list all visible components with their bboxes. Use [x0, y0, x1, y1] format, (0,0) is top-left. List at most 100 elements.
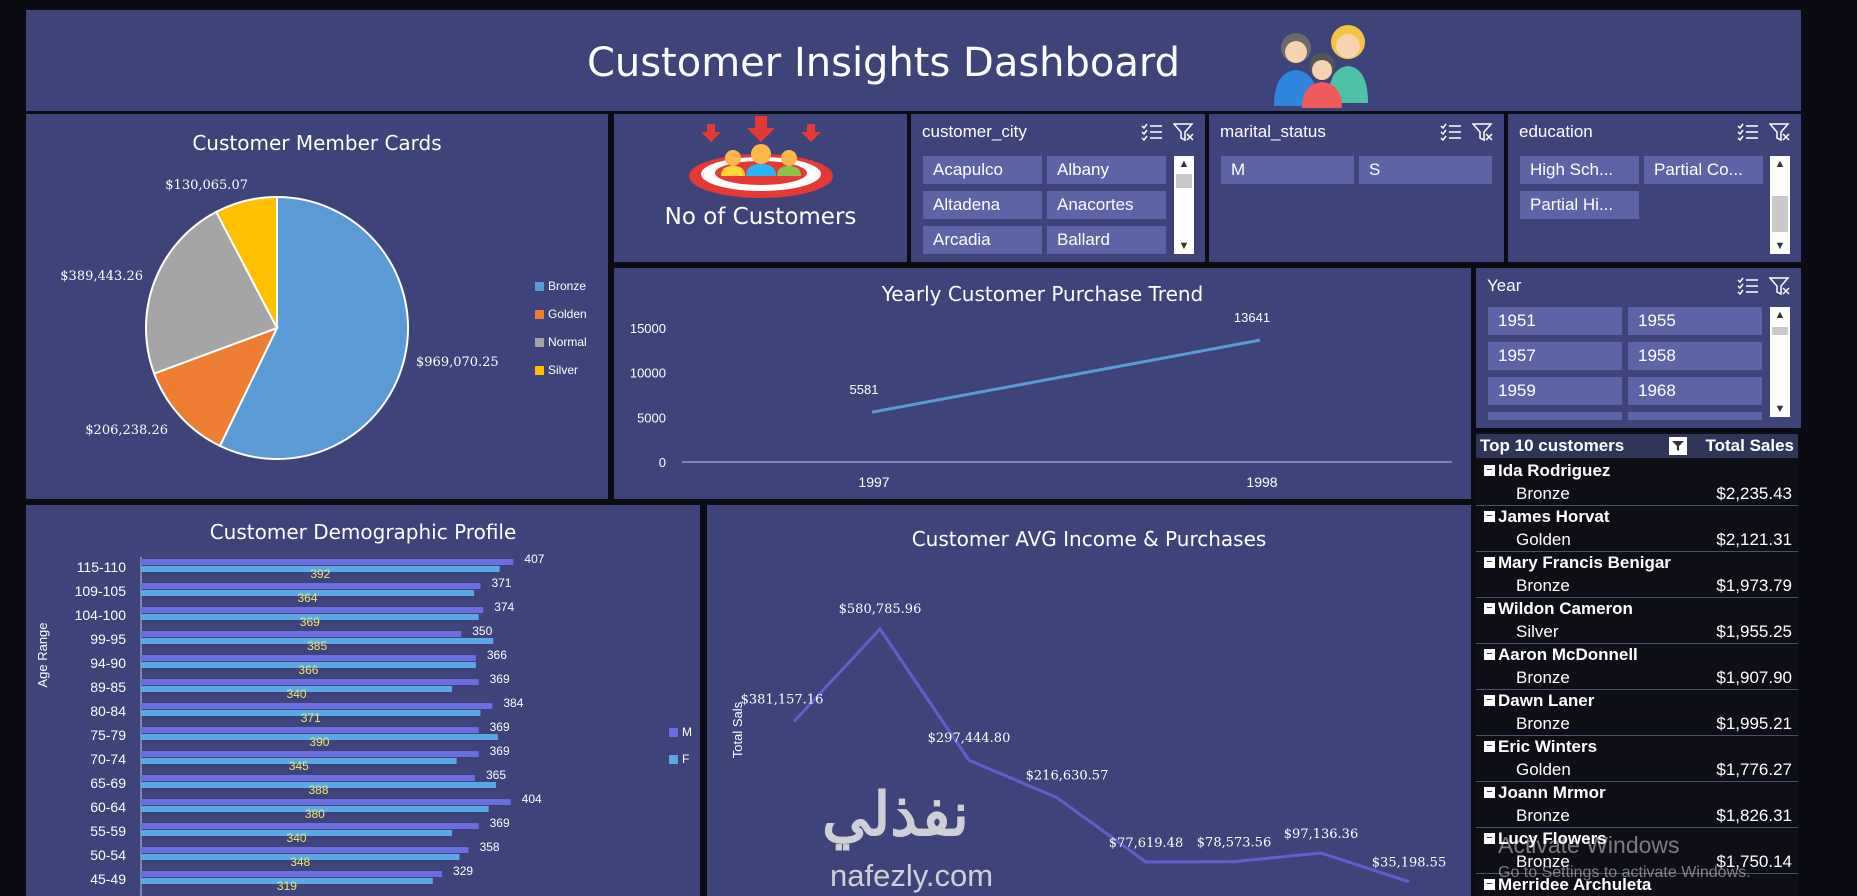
- demo-value-m: 358: [480, 840, 500, 854]
- row-divider: [1476, 597, 1798, 598]
- slicer-customer-city: customer_city Acapulco Albany Altadena A…: [911, 114, 1205, 262]
- slicer-item-anacortes[interactable]: Anacortes: [1047, 191, 1166, 219]
- top10-customer-name: James Horvat: [1498, 507, 1610, 526]
- filter-icon[interactable]: [1669, 437, 1687, 455]
- top10-customer-name: Joann Mrmor: [1498, 783, 1606, 802]
- collapse-icon[interactable]: −: [1484, 879, 1495, 890]
- multi-select-icon[interactable]: [1440, 122, 1462, 142]
- top10-card-row: Bronze $2,235.43: [1476, 483, 1798, 506]
- activate-windows-title: Activate Windows: [1498, 832, 1680, 858]
- income-point-label: $35,198.55: [1372, 856, 1446, 871]
- slicer-item-arcadia[interactable]: Arcadia: [923, 226, 1042, 254]
- slicer-item-1968[interactable]: 1968: [1628, 377, 1762, 405]
- slicer-item-1957[interactable]: 1957: [1488, 342, 1622, 370]
- collapse-icon[interactable]: −: [1484, 557, 1495, 568]
- demo-bar-f: [141, 806, 489, 812]
- demo-bar-f: [141, 662, 476, 668]
- top10-customer-row[interactable]: − Aaron McDonnell: [1476, 644, 1798, 667]
- slicer-city-scrollbar[interactable]: ▲ ▼: [1174, 156, 1194, 254]
- multi-select-icon[interactable]: [1141, 122, 1163, 142]
- slicer-item-m[interactable]: M: [1221, 156, 1354, 184]
- slicer-year-scrollbar[interactable]: ▲ ▼: [1770, 307, 1790, 417]
- customer-target-icon: [689, 116, 833, 198]
- slicer-year: Year 1951 1955 1957 1958 1959 1968 ▲ ▼: [1476, 268, 1801, 428]
- top10-customer-name: Dawn Laner: [1498, 691, 1595, 710]
- top10-customers-table: Top 10 customers Total Sales − Ida Rodrig…: [1476, 432, 1798, 896]
- slicer-item-1951[interactable]: 1951: [1488, 307, 1622, 335]
- multi-select-icon[interactable]: [1737, 122, 1759, 142]
- demo-bar-f: [141, 758, 457, 764]
- row-divider: [1476, 689, 1798, 690]
- slicer-item-partial[interactable]: [1488, 412, 1622, 420]
- top10-card-type: Bronze: [1516, 806, 1570, 825]
- collapse-icon[interactable]: −: [1484, 603, 1495, 614]
- collapse-icon[interactable]: −: [1484, 649, 1495, 660]
- demo-bar-m: [141, 607, 484, 613]
- slicer-item-partial[interactable]: [1628, 412, 1762, 420]
- slicer-item-partial-high-school[interactable]: Partial Hi...: [1520, 191, 1639, 219]
- row-divider: [1476, 827, 1798, 828]
- slicer-item-ballard[interactable]: Ballard: [1047, 226, 1166, 254]
- demo-value-m: 407: [524, 552, 544, 566]
- top10-header-right: Total Sales: [1705, 436, 1795, 455]
- top10-customer-row[interactable]: − Lucy Flowers: [1476, 828, 1798, 851]
- pie-label-bronze: $969,070.25: [416, 355, 499, 370]
- collapse-icon[interactable]: −: [1484, 465, 1495, 476]
- top10-customer-row[interactable]: − Mary Francis Benigar: [1476, 552, 1798, 575]
- collapse-icon[interactable]: −: [1484, 741, 1495, 752]
- top10-customer-row[interactable]: − James Horvat: [1476, 506, 1798, 529]
- top10-customer-name: Merridee Archuleta: [1498, 875, 1652, 894]
- top10-sales-value: $1,973.79: [1716, 576, 1792, 595]
- collapse-icon[interactable]: −: [1484, 511, 1495, 522]
- top10-customer-row[interactable]: − Ida Rodriguez: [1476, 460, 1798, 483]
- top10-customer-row[interactable]: − Eric Winters: [1476, 736, 1798, 759]
- demo-value-f: 340: [287, 687, 307, 701]
- collapse-icon[interactable]: −: [1484, 695, 1495, 706]
- slicer-item-albany[interactable]: Albany: [1047, 156, 1166, 184]
- slicer-item-1955[interactable]: 1955: [1628, 307, 1762, 335]
- demo-value-f: 369: [300, 615, 320, 629]
- top10-customer-row[interactable]: − Joann Mrmor: [1476, 782, 1798, 805]
- slicer-education-scrollbar[interactable]: ▲ ▼: [1770, 156, 1790, 254]
- trend-y-tick: 0: [659, 455, 666, 470]
- demo-bar-m: [141, 751, 479, 757]
- top10-header: Top 10 customers Total Sales: [1476, 434, 1798, 458]
- slicer-item-1958[interactable]: 1958: [1628, 342, 1762, 370]
- pie-label-normal: $389,443.26: [60, 269, 143, 284]
- pie-slice-normal: [145, 210, 279, 375]
- slicer-item-partial-college[interactable]: Partial Co...: [1644, 156, 1763, 184]
- row-divider: [1476, 643, 1798, 644]
- demo-value-f: 380: [305, 807, 325, 821]
- demo-bar-f: [141, 566, 500, 572]
- demo-value-f: 319: [277, 879, 297, 893]
- clear-filter-icon[interactable]: [1472, 122, 1494, 142]
- top10-customer-row[interactable]: − Wildon Cameron: [1476, 598, 1798, 621]
- demo-value-m: 374: [494, 600, 514, 614]
- top10-card-type: Golden: [1516, 760, 1571, 779]
- income-point-label: $381,157.16: [741, 692, 824, 707]
- demo-value-m: 365: [486, 768, 506, 782]
- demo-value-f: 348: [290, 855, 310, 869]
- clear-filter-icon[interactable]: [1173, 122, 1195, 142]
- multi-select-icon[interactable]: [1737, 276, 1759, 296]
- slicer-item-s[interactable]: S: [1359, 156, 1492, 184]
- slicer-item-high-school[interactable]: High Sch...: [1520, 156, 1639, 184]
- income-line-chart: $381,157.16 $580,785.96 $297,444.80 $216,63…: [741, 602, 1446, 884]
- dashboard-title: Customer Insights Dashboard: [586, 40, 1181, 86]
- demo-bar-f: [141, 734, 498, 740]
- slicer-item-acapulco[interactable]: Acapulco: [923, 156, 1042, 184]
- slicer-item-1959[interactable]: 1959: [1488, 377, 1622, 405]
- slicer-item-altadena[interactable]: Altadena: [923, 191, 1042, 219]
- demo-bar-m: [141, 823, 479, 829]
- customers-group-icon: [1274, 25, 1368, 108]
- clear-filter-icon[interactable]: [1769, 276, 1791, 296]
- demo-bar-m: [141, 847, 469, 853]
- collapse-icon[interactable]: −: [1484, 833, 1495, 844]
- demo-bar-f: [141, 686, 453, 692]
- top10-customer-row[interactable]: − Merridee Archuleta: [1476, 874, 1798, 896]
- collapse-icon[interactable]: −: [1484, 787, 1495, 798]
- clear-filter-icon[interactable]: [1769, 122, 1791, 142]
- demo-value-m: 404: [522, 792, 542, 806]
- top10-customer-row[interactable]: − Dawn Laner: [1476, 690, 1798, 713]
- demo-value-m: 350: [472, 624, 492, 638]
